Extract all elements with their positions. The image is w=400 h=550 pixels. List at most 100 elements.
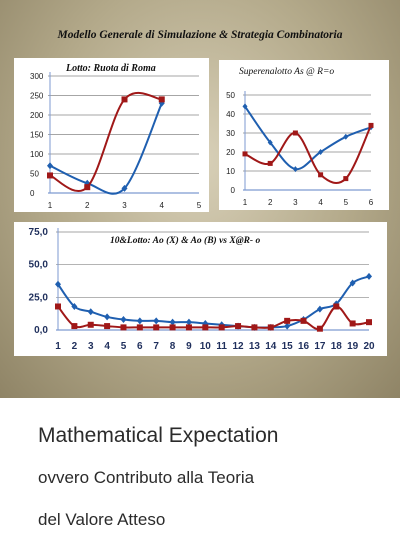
y-tick-label: 100 [30, 150, 44, 159]
data-point-red [284, 317, 291, 324]
data-point-red [153, 324, 160, 331]
data-point-red [343, 176, 349, 182]
data-point-blue [136, 317, 143, 325]
data-point-red [136, 324, 143, 331]
data-point-blue [87, 308, 94, 316]
x-tick-label: 14 [265, 341, 277, 352]
x-tick-label: 5 [121, 341, 127, 352]
x-tick-label: 2 [85, 201, 90, 210]
chart-panel-10elotto: 0,0 25,0 50,0 75,0 1 2 3 4 5 6 7 8 9 10 11 12 13 14 15 16 17… [14, 222, 387, 356]
x-tick-label: 4 [318, 198, 323, 207]
header-title: Modello Generale di Simulazione & Strate… [57, 29, 343, 41]
chart-superenalotto-title: Superenalotto As @ R=o [239, 67, 335, 77]
y-tick-label: 50 [30, 170, 39, 179]
y-tick-label: 0 [231, 186, 236, 195]
series-line-blue [49, 102, 163, 195]
data-point-blue [267, 139, 273, 146]
x-tick-label: 3 [293, 198, 298, 207]
data-point-red [267, 160, 273, 166]
data-point-red [368, 122, 374, 128]
chart-panel-lotto: 0 50 100 150 200 250 300 1 2 3 4 5 Lotto: Ruota di … [14, 58, 209, 212]
x-tick-label: 1 [243, 198, 248, 207]
y-tick-label: 300 [30, 72, 44, 81]
x-tick-label: 5 [197, 201, 202, 210]
x-tick-label: 3 [88, 341, 94, 352]
y-tick-label: 20 [226, 148, 235, 157]
series-line-blue [244, 105, 372, 171]
data-point-red [55, 303, 61, 310]
data-point-red [71, 323, 78, 330]
chart-panel-superenalotto: 0 10 20 30 40 50 1 2 3 4 5 6 Superenalotto As @ R=o [219, 60, 389, 210]
y-tick-label: 40 [226, 110, 235, 119]
data-point-blue [47, 162, 53, 170]
title-area: Mathematical Expectation ovvero Contribu… [0, 398, 400, 550]
data-point-blue [349, 279, 356, 287]
x-tick-label: 2 [72, 341, 78, 352]
y-tick-label: 10 [226, 167, 235, 176]
x-tick-label: 17 [314, 341, 326, 352]
x-tick-label: 2 [268, 198, 273, 207]
data-point-blue [153, 317, 160, 325]
y-tick-label: 150 [30, 131, 44, 140]
chart-lotto-title: Lotto: Ruota di Roma [66, 63, 156, 74]
data-point-red [235, 323, 242, 330]
data-point-red [318, 172, 324, 178]
y-tick-label: 50,0 [29, 260, 49, 271]
x-tick-label: 20 [363, 341, 375, 352]
x-tick-label: 19 [347, 341, 359, 352]
data-point-blue [292, 166, 298, 173]
x-tick-label: 18 [331, 341, 343, 352]
data-point-red [251, 324, 258, 331]
x-tick-label: 5 [344, 198, 349, 207]
data-point-red [158, 96, 165, 103]
data-point-red [242, 151, 248, 157]
data-point-red [185, 324, 192, 331]
data-point-red [84, 184, 91, 191]
x-tick-label: 11 [216, 341, 227, 352]
book-title: Mathematical Expectation [38, 424, 279, 447]
cover-artwork: Modello Generale di Simulazione & Strate… [0, 0, 400, 398]
data-point-red [218, 324, 225, 331]
data-point-blue [202, 319, 209, 327]
data-point-red [267, 324, 274, 331]
data-point-blue [284, 322, 291, 330]
x-tick-label: 7 [153, 341, 159, 352]
data-point-red [202, 324, 209, 331]
x-tick-label: 12 [232, 341, 244, 352]
data-point-blue [242, 103, 248, 110]
data-point-red [169, 324, 176, 331]
data-point-blue [71, 302, 78, 310]
data-point-red [120, 324, 127, 331]
x-tick-label: 8 [170, 341, 176, 352]
data-point-red [300, 317, 307, 324]
y-tick-label: 30 [226, 129, 235, 138]
x-tick-label: 9 [186, 341, 192, 352]
data-point-blue [343, 133, 349, 140]
series-line-blue [57, 275, 370, 329]
data-point-red [333, 303, 340, 310]
x-tick-label: 6 [369, 198, 374, 207]
data-point-blue [318, 149, 324, 155]
x-tick-label: 4 [104, 341, 110, 352]
data-point-red [104, 323, 111, 330]
y-tick-label: 0 [30, 189, 35, 198]
data-point-blue [104, 313, 111, 321]
x-tick-label: 13 [249, 341, 261, 352]
chart-10elotto-title: 10&Lotto: Ao (X) & Ao (B) vs X@R- o [110, 236, 261, 246]
data-point-blue [185, 318, 192, 326]
data-point-red [87, 321, 94, 328]
y-tick-label: 75,0 [29, 227, 49, 238]
x-tick-label: 3 [122, 201, 127, 210]
book-subtitle-line2: del Valore Atteso [38, 510, 166, 529]
x-tick-label: 16 [298, 341, 310, 352]
data-point-red [349, 320, 356, 327]
data-point-red [47, 172, 53, 179]
book-subtitle-line1: ovvero Contributo alla Teoria [38, 468, 255, 487]
chart-10elotto: 0,025,050,075,01 2 3 4 5 6 7 8 9 10 11 12 13 14 15 16 17… [29, 227, 375, 352]
data-point-red [121, 96, 128, 103]
x-tick-label: 6 [137, 341, 143, 352]
data-point-blue [55, 280, 61, 288]
y-tick-label: 250 [30, 92, 44, 101]
chart-superenalotto: 0 10 20 30 40 50 1 2 3 4 5 6 [226, 91, 374, 207]
